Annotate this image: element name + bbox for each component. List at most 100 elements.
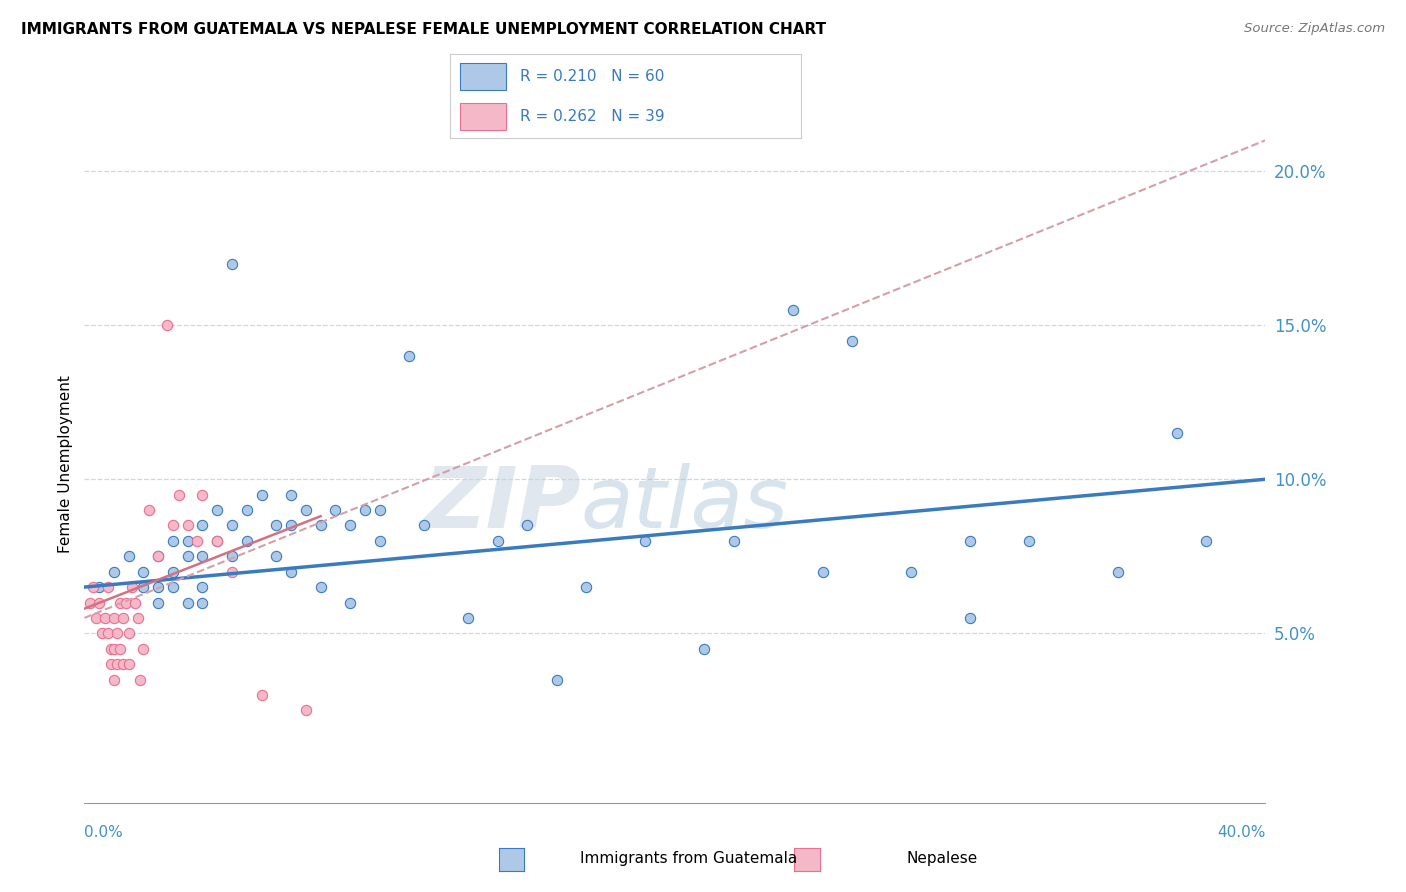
Point [634,533,657,548]
Point [162,580,184,594]
Point [148,549,170,564]
Point [264,518,288,533]
Point [132,580,155,594]
Point [1195,533,1218,548]
Point [162,518,184,533]
Point [156,318,179,333]
Point [575,580,598,594]
Point [280,565,302,579]
Point [235,533,259,548]
Point [105,626,128,640]
Point [959,611,981,625]
Point [177,595,200,609]
Point [108,595,131,609]
Point [191,549,214,564]
Point [111,657,134,672]
Point [900,565,922,579]
Point [191,518,214,533]
Point [221,549,243,564]
Point [457,611,479,625]
Point [782,302,804,317]
Point [205,503,228,517]
Text: 40.0%: 40.0% [1218,825,1265,839]
Point [235,503,259,517]
FancyBboxPatch shape [461,62,506,90]
Text: R = 0.210   N = 60: R = 0.210 N = 60 [520,69,665,84]
Point [309,580,332,594]
Point [280,518,302,533]
Point [94,611,117,625]
Point [87,595,111,609]
Point [841,334,863,348]
Y-axis label: Female Unemployment: Female Unemployment [58,375,73,553]
Text: Immigrants from Guatemala: Immigrants from Guatemala [581,851,797,865]
Point [280,488,302,502]
Point [191,488,214,502]
Point [132,641,155,656]
Point [546,673,568,687]
Point [132,565,155,579]
Point [205,533,228,548]
Point [114,595,136,609]
Text: Nepalese: Nepalese [907,851,977,865]
Point [177,518,200,533]
Point [103,611,125,625]
Point [148,580,170,594]
Point [221,518,243,533]
Point [138,503,160,517]
Point [368,533,391,548]
Point [323,503,347,517]
Text: 0.0%: 0.0% [84,825,124,839]
Point [79,595,101,609]
Point [124,595,146,609]
Point [309,518,332,533]
Text: IMMIGRANTS FROM GUATEMALA VS NEPALESE FEMALE UNEMPLOYMENT CORRELATION CHART: IMMIGRANTS FROM GUATEMALA VS NEPALESE FE… [21,22,827,37]
Point [205,533,228,548]
Point [693,641,716,656]
Point [1107,565,1129,579]
Point [148,595,170,609]
Point [811,565,834,579]
Text: Source: ZipAtlas.com: Source: ZipAtlas.com [1244,22,1385,36]
Point [103,641,125,656]
Point [723,533,745,548]
Point [959,533,981,548]
Point [413,518,436,533]
Point [82,580,104,594]
Point [1166,425,1188,440]
Point [111,611,134,625]
Point [103,565,125,579]
Point [97,626,120,640]
Point [516,518,538,533]
Point [105,657,128,672]
Point [250,488,273,502]
Point [250,688,273,702]
Point [84,611,107,625]
Point [108,641,131,656]
Point [103,673,125,687]
Point [118,549,141,564]
Point [186,533,208,548]
Point [177,533,200,548]
Point [118,626,141,640]
Point [162,533,184,548]
Point [162,565,184,579]
Point [221,565,243,579]
Text: ZIP: ZIP [423,463,581,546]
Point [295,703,318,717]
Point [91,626,114,640]
FancyBboxPatch shape [461,103,506,130]
Point [295,503,318,517]
Point [100,657,122,672]
Text: atlas: atlas [581,463,789,546]
Point [354,503,377,517]
Point [87,580,111,594]
Point [97,580,120,594]
Text: R = 0.262   N = 39: R = 0.262 N = 39 [520,109,665,124]
Point [486,533,509,548]
Point [129,673,152,687]
Point [339,518,361,533]
Point [368,503,391,517]
Point [177,549,200,564]
Point [127,611,149,625]
